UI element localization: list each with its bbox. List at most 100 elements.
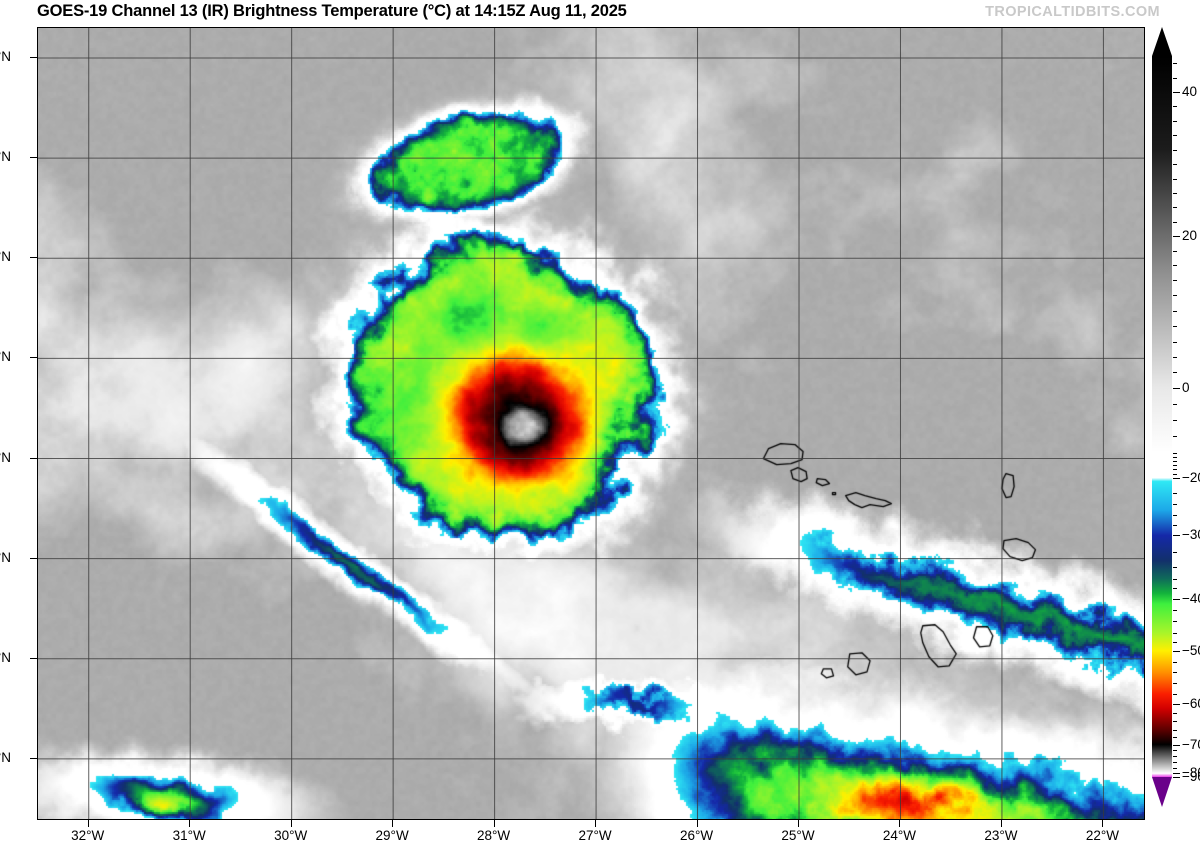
- lon-tick-label: 23°W: [984, 828, 1018, 843]
- colorbar-tick-label: −70: [1182, 737, 1200, 752]
- colorbar-minor-tick: [1173, 694, 1177, 695]
- colorbar-tick-label: −80: [1182, 765, 1200, 780]
- colorbar-major-tick: [1173, 745, 1180, 746]
- lat-tick: [30, 457, 37, 459]
- colorbar-minor-tick: [1173, 762, 1177, 763]
- lat-tick: [30, 257, 37, 259]
- colorbar-minor-tick: [1173, 372, 1177, 373]
- colorbar-minor-tick: [1173, 515, 1177, 516]
- colorbar-minor-tick: [1173, 621, 1177, 622]
- colorbar-major-tick: [1173, 599, 1180, 600]
- page-title: GOES-19 Channel 13 (IR) Brightness Tempe…: [37, 2, 627, 20]
- colorbar-minor-tick: [1173, 251, 1177, 252]
- colorbar-minor-tick: [1173, 642, 1177, 643]
- lat-tick-label: 21°N: [0, 49, 11, 65]
- lon-tick: [392, 820, 394, 827]
- colorbar[interactable]: 40 20 0 −20 −30 −40 −50 −60 −70 −80−90: [1152, 27, 1200, 827]
- lat-tick: [30, 657, 37, 659]
- colorbar-major-tick: [1173, 704, 1180, 705]
- colorbar-minor-tick: [1173, 179, 1177, 180]
- colorbar-minor-tick: [1173, 457, 1177, 458]
- lon-tick-label: 30°W: [274, 828, 308, 843]
- colorbar-minor-tick: [1173, 474, 1177, 475]
- colorbar-minor-tick: [1173, 193, 1177, 194]
- lat-tick-label: 19°N: [0, 249, 11, 265]
- colorbar-minor-tick: [1173, 420, 1177, 421]
- lat-tick: [30, 157, 37, 159]
- lon-tick: [899, 820, 901, 827]
- colorbar-minor-tick: [1173, 750, 1177, 751]
- ir-satellite-image[interactable]: [38, 28, 1144, 819]
- colorbar-minor-tick: [1173, 404, 1177, 405]
- colorbar-tick-label: −50: [1182, 643, 1200, 658]
- lat-tick: [30, 357, 37, 359]
- lat-tick-label: 15°N: [0, 649, 11, 665]
- colorbar-minor-tick: [1173, 326, 1177, 327]
- colorbar-minor-tick: [1173, 504, 1177, 505]
- lon-tick: [189, 820, 191, 827]
- lon-tick-label: 27°W: [578, 828, 612, 843]
- colorbar-minor-tick: [1173, 493, 1177, 494]
- colorbar-major-tick: [1173, 535, 1180, 536]
- colorbar-minor-tick: [1173, 683, 1177, 684]
- colorbar-major-tick: [1173, 773, 1180, 774]
- lon-tick-label: 22°W: [1085, 828, 1119, 843]
- colorbar-minor-tick: [1173, 730, 1177, 731]
- lon-tick-label: 24°W: [882, 828, 917, 843]
- colorbar-minor-tick: [1173, 588, 1177, 589]
- colorbar-minor-tick: [1173, 737, 1177, 738]
- colorbar-major-tick: [1173, 92, 1180, 93]
- colorbar-minor-tick: [1173, 777, 1177, 778]
- colorbar-minor-tick: [1173, 222, 1177, 223]
- colorbar-tick-label: 20: [1182, 228, 1198, 243]
- colorbar-minor-tick: [1173, 662, 1177, 663]
- colorbar-tick-label: −40: [1182, 591, 1200, 606]
- lat-tick-label: 20°N: [0, 149, 11, 165]
- colorbar-minor-tick: [1173, 713, 1177, 714]
- colorbar-minor-tick: [1173, 633, 1177, 634]
- lat-tick: [30, 557, 37, 559]
- lon-tick: [595, 820, 597, 827]
- colorbar-minor-tick: [1173, 721, 1177, 722]
- lat-tick-label: 18°N: [0, 349, 11, 365]
- colorbar-minor-tick: [1173, 357, 1177, 358]
- lon-tick: [1102, 820, 1104, 827]
- colorbar-minor-tick: [1173, 453, 1177, 454]
- lon-tick: [798, 820, 799, 827]
- colorbar-minor-tick: [1173, 164, 1177, 165]
- lat-tick: [30, 57, 37, 59]
- colorbar-minor-tick: [1173, 207, 1177, 208]
- colorbar-minor-tick: [1173, 295, 1177, 296]
- colorbar-minor-tick: [1173, 265, 1177, 266]
- colorbar-minor-tick: [1173, 106, 1177, 107]
- lon-tick-label: 31°W: [172, 828, 206, 843]
- lon-tick: [1000, 820, 1002, 827]
- colorbar-gradient: [1152, 56, 1172, 777]
- lat-tick: [30, 757, 37, 759]
- colorbar-tick-label: 40: [1182, 84, 1198, 99]
- colorbar-minor-tick: [1173, 567, 1177, 568]
- colorbar-minor-tick: [1173, 610, 1177, 611]
- lon-tick-label: 25°W: [781, 828, 815, 843]
- lat-tick-label: 14°N: [0, 749, 11, 765]
- colorbar-minor-tick: [1173, 579, 1177, 580]
- lon-tick-label: 28°W: [477, 828, 511, 843]
- colorbar-minor-tick: [1173, 436, 1177, 437]
- lon-tick-label: 32°W: [71, 828, 105, 843]
- colorbar-minor-tick: [1173, 280, 1177, 281]
- colorbar-tick-label: 0: [1182, 380, 1190, 395]
- lon-tick-label: 29°W: [375, 828, 409, 843]
- colorbar-tick-label: −30: [1182, 527, 1200, 542]
- colorbar-minor-tick: [1173, 311, 1177, 312]
- colorbar-tick-label: −60: [1182, 696, 1200, 711]
- colorbar-minor-tick: [1173, 469, 1177, 470]
- colorbar-minor-tick: [1173, 552, 1177, 553]
- colorbar-minor-tick: [1173, 63, 1177, 64]
- colorbar-tick-label: −90: [1182, 769, 1200, 784]
- colorbar-min-extend-arrow: [1152, 777, 1172, 807]
- colorbar-minor-tick: [1173, 756, 1177, 757]
- colorbar-minor-tick: [1173, 461, 1177, 462]
- lon-tick: [290, 820, 292, 827]
- map-frame[interactable]: [37, 27, 1145, 820]
